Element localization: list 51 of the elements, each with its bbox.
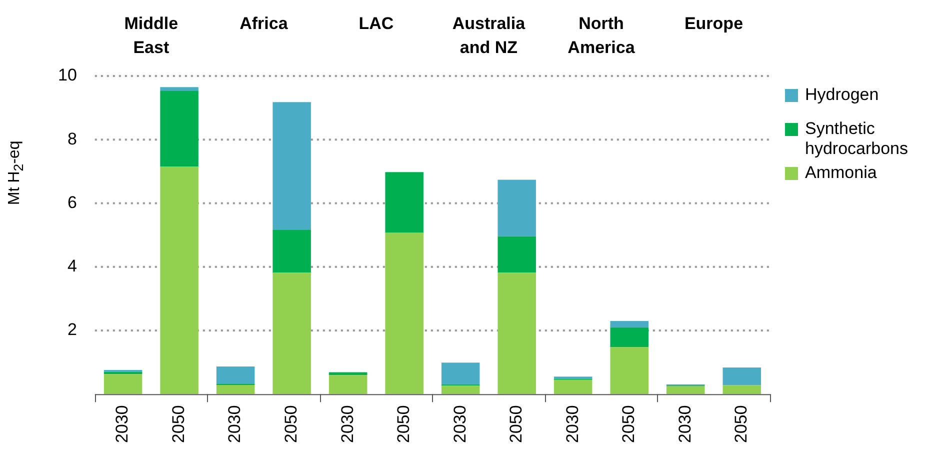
bar (272, 272, 311, 394)
text: Australia and NZ (452, 14, 526, 58)
bar (498, 236, 536, 273)
text: North America (568, 14, 636, 58)
x-tick-label: 2030 (225, 405, 244, 444)
legend-label: Synthetic hydrocarbons (805, 119, 910, 159)
bar (554, 380, 592, 394)
bar (328, 375, 368, 394)
bar (328, 372, 368, 376)
bar (160, 90, 198, 167)
y-tick-label: 2 (67, 320, 77, 340)
text: Middle East (124, 14, 178, 58)
y-tick-label: 10 (58, 66, 77, 85)
x-tick-label: 2030 (112, 405, 132, 444)
bar (441, 386, 480, 394)
x-tick-label: 2030 (338, 405, 357, 444)
x-tick-label: 2050 (506, 405, 526, 444)
y-tick-label: 8 (67, 129, 77, 148)
bar (722, 367, 761, 386)
bar (610, 347, 648, 394)
bar (498, 180, 536, 236)
bar (441, 362, 480, 384)
bar (385, 232, 424, 394)
x-tick-label: 2050 (282, 405, 300, 444)
bar (610, 321, 648, 328)
bar (722, 385, 761, 394)
x-tick-label: 2030 (562, 405, 582, 444)
legend-label: Hydrogen (805, 85, 879, 105)
bar (610, 327, 648, 348)
x-tick-label: 2030 (675, 405, 694, 444)
y-tick-label: 6 (67, 192, 77, 212)
text: LAC (358, 14, 394, 34)
x-tick-label: 2050 (619, 405, 638, 444)
bar (498, 272, 536, 394)
bar (160, 166, 198, 394)
x-tick-label: 2050 (732, 405, 751, 444)
bar (666, 386, 705, 394)
bar (385, 172, 424, 233)
y-tick-label: 4 (67, 256, 77, 276)
bar (104, 374, 142, 394)
x-tick-label: 2030 (450, 405, 470, 444)
legend-label: Ammonia (805, 163, 877, 183)
x-tick-label: 2050 (168, 405, 188, 444)
bar (160, 87, 198, 91)
text: Europe (684, 14, 744, 34)
bar (216, 366, 255, 384)
text: Africa (240, 14, 288, 34)
x-tick-label: 2050 (394, 405, 414, 444)
bar (216, 384, 255, 394)
bar (272, 230, 311, 273)
bar (272, 102, 311, 230)
